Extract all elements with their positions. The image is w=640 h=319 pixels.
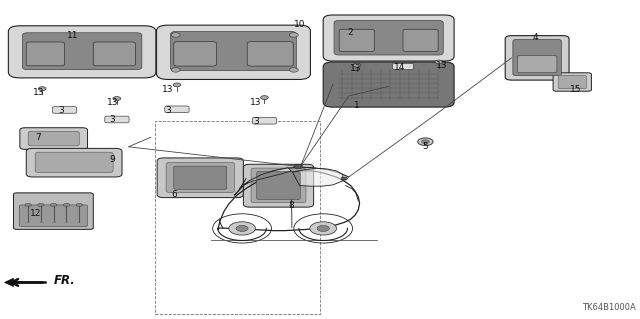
- Text: 5: 5: [422, 142, 428, 151]
- Circle shape: [418, 138, 433, 145]
- Text: 8: 8: [289, 201, 294, 210]
- Text: 12: 12: [30, 209, 42, 218]
- FancyBboxPatch shape: [334, 20, 444, 55]
- Circle shape: [289, 68, 298, 72]
- Text: 9: 9: [109, 155, 115, 164]
- Text: 14: 14: [394, 63, 406, 72]
- Text: 6: 6: [172, 190, 177, 199]
- FancyBboxPatch shape: [558, 75, 586, 89]
- Circle shape: [310, 222, 337, 235]
- FancyBboxPatch shape: [323, 15, 454, 61]
- Text: 13: 13: [33, 88, 45, 97]
- Circle shape: [289, 33, 298, 37]
- FancyBboxPatch shape: [28, 131, 79, 146]
- Circle shape: [76, 203, 83, 206]
- Circle shape: [294, 164, 303, 169]
- Circle shape: [435, 60, 443, 64]
- Circle shape: [38, 87, 46, 91]
- FancyBboxPatch shape: [517, 55, 557, 73]
- Circle shape: [38, 203, 44, 206]
- FancyBboxPatch shape: [505, 36, 569, 80]
- FancyBboxPatch shape: [13, 193, 93, 229]
- Circle shape: [173, 83, 180, 87]
- FancyBboxPatch shape: [157, 25, 310, 79]
- Circle shape: [422, 140, 429, 144]
- FancyBboxPatch shape: [20, 128, 88, 149]
- Text: 13: 13: [107, 98, 118, 107]
- Text: 3: 3: [165, 106, 171, 115]
- FancyBboxPatch shape: [403, 29, 438, 51]
- FancyBboxPatch shape: [323, 62, 454, 107]
- FancyBboxPatch shape: [339, 29, 374, 51]
- Text: 3: 3: [253, 117, 259, 126]
- FancyBboxPatch shape: [26, 42, 65, 66]
- FancyBboxPatch shape: [513, 40, 561, 76]
- Text: 3: 3: [109, 115, 115, 124]
- FancyBboxPatch shape: [52, 107, 77, 113]
- FancyBboxPatch shape: [392, 63, 413, 70]
- FancyBboxPatch shape: [166, 162, 234, 193]
- FancyBboxPatch shape: [165, 106, 189, 113]
- Circle shape: [63, 203, 70, 206]
- Text: 10: 10: [294, 20, 305, 29]
- FancyBboxPatch shape: [553, 73, 591, 91]
- Polygon shape: [292, 168, 343, 186]
- Circle shape: [236, 226, 248, 232]
- Circle shape: [260, 96, 268, 100]
- Circle shape: [317, 226, 329, 232]
- Text: FR.: FR.: [54, 274, 76, 287]
- Text: 11: 11: [67, 31, 78, 40]
- Text: 3: 3: [58, 106, 64, 115]
- Circle shape: [172, 33, 180, 37]
- Text: 13: 13: [436, 61, 447, 70]
- FancyBboxPatch shape: [247, 42, 293, 66]
- Text: 13: 13: [163, 85, 174, 94]
- FancyBboxPatch shape: [171, 32, 296, 70]
- Text: 2: 2: [348, 28, 353, 37]
- Text: 15: 15: [570, 85, 581, 94]
- Text: 4: 4: [533, 33, 539, 42]
- FancyBboxPatch shape: [252, 117, 276, 124]
- FancyBboxPatch shape: [22, 33, 142, 70]
- Text: TK64B1000A: TK64B1000A: [582, 303, 636, 312]
- FancyBboxPatch shape: [173, 166, 227, 189]
- FancyBboxPatch shape: [93, 42, 136, 66]
- Circle shape: [228, 222, 255, 235]
- Polygon shape: [239, 168, 291, 189]
- Circle shape: [172, 68, 180, 72]
- Circle shape: [51, 203, 57, 206]
- FancyBboxPatch shape: [173, 42, 216, 66]
- Bar: [156, 122, 320, 314]
- Polygon shape: [4, 278, 13, 286]
- FancyBboxPatch shape: [157, 158, 243, 197]
- FancyBboxPatch shape: [19, 205, 88, 226]
- Text: 13: 13: [350, 64, 362, 73]
- FancyBboxPatch shape: [8, 26, 156, 78]
- Text: 1: 1: [354, 101, 360, 110]
- Text: 7: 7: [35, 133, 40, 142]
- FancyBboxPatch shape: [257, 172, 300, 199]
- FancyBboxPatch shape: [243, 164, 314, 207]
- FancyBboxPatch shape: [251, 168, 306, 203]
- FancyBboxPatch shape: [26, 148, 122, 177]
- FancyBboxPatch shape: [105, 116, 129, 123]
- Circle shape: [113, 97, 121, 100]
- Circle shape: [25, 203, 31, 206]
- Text: 13: 13: [250, 98, 262, 107]
- Circle shape: [353, 63, 361, 67]
- FancyBboxPatch shape: [35, 152, 113, 173]
- Circle shape: [341, 177, 348, 180]
